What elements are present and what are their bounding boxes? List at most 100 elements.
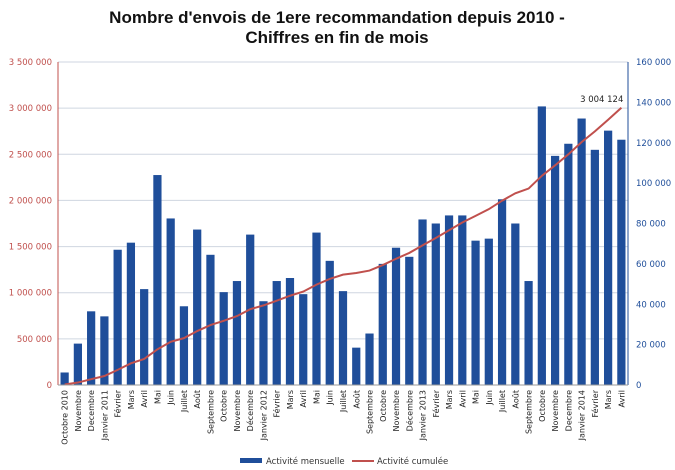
legend-label-bars: Activité mensuelle bbox=[266, 456, 345, 467]
bar bbox=[193, 229, 202, 385]
bar bbox=[537, 106, 546, 385]
bar bbox=[126, 242, 136, 385]
x-tick-label: Septembre bbox=[525, 390, 534, 434]
bar bbox=[471, 240, 480, 385]
x-tick-label: Mai bbox=[153, 390, 162, 404]
right-tick-label: 20 000 bbox=[636, 341, 666, 351]
bar bbox=[179, 306, 189, 385]
x-tick-label: Mars bbox=[286, 390, 295, 409]
x-tick-label: Juin bbox=[326, 390, 335, 406]
right-tick-label: 0 bbox=[636, 381, 641, 391]
legend: Activité mensuelle Activité cumulée bbox=[240, 456, 448, 467]
x-axis-ticks: Octobre 2010 Novembre Decembre Janvier 2011… bbox=[61, 389, 627, 444]
right-tick-label: 140 000 bbox=[636, 98, 671, 108]
x-tick-label: Juillet bbox=[180, 390, 189, 413]
bar bbox=[550, 155, 560, 385]
bar bbox=[577, 118, 586, 386]
x-tick-label: Octobre 2010 bbox=[61, 390, 70, 445]
bar bbox=[219, 292, 228, 385]
chart-title-line-1: Nombre d'envois de 1ere recommandation d… bbox=[109, 8, 565, 27]
bar-series bbox=[60, 106, 626, 386]
bar bbox=[617, 139, 626, 385]
x-tick-label: Décembre bbox=[404, 390, 414, 431]
left-tick-label: 2 000 000 bbox=[9, 196, 52, 206]
x-tick-label: Avril bbox=[140, 390, 149, 407]
line-series bbox=[64, 107, 623, 386]
left-tick-label: 0 bbox=[47, 381, 52, 391]
right-tick-label: 80 000 bbox=[636, 220, 666, 230]
right-tick-label: 100 000 bbox=[636, 179, 671, 189]
right-tick-label: 40 000 bbox=[636, 300, 666, 310]
bar bbox=[524, 281, 533, 385]
x-tick-label: Octobre bbox=[538, 390, 547, 422]
x-tick-label: Decembre bbox=[564, 390, 573, 431]
x-tick-label: Juillet bbox=[339, 390, 348, 413]
x-tick-label: Février bbox=[590, 389, 600, 417]
x-tick-label: Septembre bbox=[366, 390, 375, 434]
bar bbox=[497, 199, 507, 385]
x-tick-label: Mai bbox=[312, 390, 321, 404]
left-axis-ticks: 0 500 000 1 000 000 1 500 000 2 000 000 2 500… bbox=[9, 58, 52, 391]
x-tick-label: Avril bbox=[617, 390, 626, 407]
bar bbox=[444, 215, 454, 385]
x-tick-label: Mars bbox=[604, 390, 613, 409]
cumulative-line bbox=[64, 107, 623, 386]
x-tick-label: Novembre bbox=[392, 390, 401, 432]
annotations: 3 004 124 bbox=[580, 95, 623, 105]
x-tick-label: Octobre bbox=[220, 390, 229, 422]
x-tick-label: Octobre bbox=[379, 390, 388, 422]
bar bbox=[312, 232, 321, 385]
right-tick-label: 120 000 bbox=[636, 139, 671, 149]
x-tick-label: Novembre bbox=[551, 390, 560, 432]
bar bbox=[206, 254, 215, 385]
left-tick-label: 500 000 bbox=[17, 335, 52, 345]
right-axis-ticks: 0 20 000 40 000 60 000 80 000 100 000 120 000 1… bbox=[636, 58, 671, 391]
bar bbox=[418, 219, 427, 385]
x-tick-label: Décembre bbox=[245, 390, 255, 431]
x-tick-label: Avril bbox=[299, 390, 308, 407]
bar bbox=[511, 223, 520, 385]
bar bbox=[431, 223, 440, 385]
bar bbox=[405, 256, 414, 385]
gridlines bbox=[58, 61, 628, 340]
x-tick-label: Janvier 2012 bbox=[259, 390, 268, 441]
bar bbox=[365, 333, 374, 385]
bar bbox=[100, 316, 109, 385]
bar bbox=[338, 291, 348, 385]
x-tick-label: Decembre bbox=[87, 390, 96, 431]
left-tick-label: 2 500 000 bbox=[9, 150, 52, 160]
axes bbox=[57, 62, 629, 386]
left-tick-label: 3 500 000 bbox=[9, 58, 52, 68]
bar bbox=[590, 149, 599, 385]
bar bbox=[272, 281, 281, 385]
bar bbox=[484, 238, 493, 385]
x-tick-label: Mars bbox=[445, 390, 454, 409]
bar bbox=[352, 347, 361, 385]
x-tick-label: Août bbox=[193, 390, 202, 408]
right-tick-label: 160 000 bbox=[636, 58, 671, 68]
left-tick-label: 1 000 000 bbox=[9, 289, 52, 299]
x-tick-label: Novembre bbox=[233, 390, 242, 432]
x-tick-label: Juin bbox=[485, 390, 494, 406]
bar bbox=[391, 247, 401, 385]
bar bbox=[140, 289, 149, 385]
bar bbox=[166, 218, 175, 385]
bar bbox=[87, 311, 96, 385]
x-tick-label: Février bbox=[431, 389, 441, 417]
x-tick-label: Janvier 2011 bbox=[100, 390, 109, 441]
bar bbox=[73, 343, 82, 385]
x-tick-label: Février bbox=[272, 389, 282, 417]
bar bbox=[604, 130, 613, 385]
x-tick-label: Août bbox=[352, 390, 361, 408]
x-tick-label: Mai bbox=[472, 390, 481, 404]
legend-label-line: Activité cumulée bbox=[377, 456, 448, 467]
x-tick-label: Septembre bbox=[206, 390, 215, 434]
x-tick-label: Août bbox=[511, 390, 520, 408]
right-tick-label: 60 000 bbox=[636, 260, 666, 270]
bar bbox=[458, 215, 467, 385]
bar bbox=[232, 281, 242, 385]
bar bbox=[564, 143, 573, 385]
bar bbox=[60, 372, 69, 385]
x-tick-label: Janvier 2013 bbox=[419, 390, 428, 441]
x-tick-label: Mars bbox=[127, 390, 136, 409]
